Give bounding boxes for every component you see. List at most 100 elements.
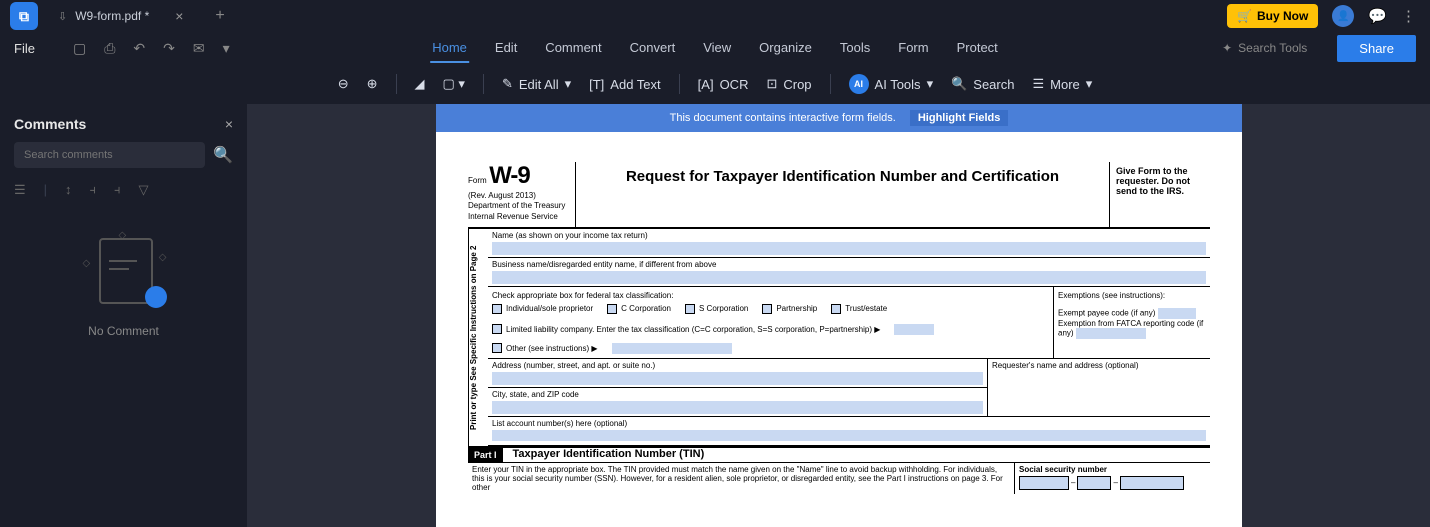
undo-icon[interactable]: ↶	[131, 40, 147, 57]
search-tools[interactable]: ✦ Search Tools	[1222, 41, 1307, 55]
listacct-field[interactable]	[492, 430, 1206, 441]
file-menu[interactable]: File	[14, 41, 35, 56]
menu-dots-icon[interactable]: ⋮	[1401, 7, 1416, 25]
search-icon[interactable]: 🔍	[213, 145, 233, 165]
ssn-box1[interactable]	[1019, 476, 1069, 490]
name-field[interactable]	[492, 242, 1206, 255]
highlighter-icon[interactable]: ◢	[415, 76, 425, 92]
tin-text: Enter your TIN in the appropriate box. T…	[468, 463, 1014, 494]
tin-title: Taxpayer Identification Number (TIN)	[503, 448, 705, 462]
filter-4-icon[interactable]: ⫞	[114, 182, 121, 198]
check-label: Check appropriate box for federal tax cl…	[492, 291, 1049, 300]
redo-icon[interactable]: ↷	[161, 40, 177, 57]
requester-label: Requester's name and address (optional)	[992, 361, 1139, 370]
zoom-in-icon[interactable]: ⊕	[367, 76, 378, 92]
empty-illustration: ◇ ◇ ◇	[79, 230, 169, 310]
crop-button[interactable]: ⊡ Crop	[766, 76, 811, 92]
add-tab-icon[interactable]: +	[215, 7, 224, 25]
highlight-fields-button[interactable]: Highlight Fields	[910, 110, 1009, 126]
pin-icon: ⇩	[58, 10, 67, 23]
edit-all-button[interactable]: ✎ Edit All ▾	[502, 76, 571, 92]
ssn-label: Social security number	[1019, 465, 1107, 474]
pdf-page: Form W-9 (Rev. August 2013) Department o…	[436, 132, 1242, 527]
listacct-label: List account number(s) here (optional)	[492, 419, 627, 428]
open-icon[interactable]: ▢	[71, 40, 88, 57]
cb-other[interactable]: Other (see instructions) ▶	[492, 343, 598, 353]
payee-field[interactable]	[1158, 308, 1196, 319]
form-label: Form	[468, 176, 487, 185]
zoom-out-icon[interactable]: ⊖	[338, 76, 349, 92]
search-button[interactable]: 🔍 Search	[951, 76, 1014, 92]
business-field[interactable]	[492, 271, 1206, 284]
city-label: City, state, and ZIP code	[492, 390, 579, 399]
name-label: Name (as shown on your income tax return…	[492, 231, 648, 240]
cb-partnership[interactable]: Partnership	[762, 304, 817, 314]
mail-icon[interactable]: ✉	[191, 40, 207, 57]
toolbar: ⊖ ⊕ ◢ ▢ ▾ ✎ Edit All ▾ [T] Add Text [A] …	[0, 64, 1430, 104]
print-icon[interactable]: ⎙	[102, 40, 117, 57]
tab-home[interactable]: Home	[430, 34, 469, 63]
titlebar: ⧉ ⇩ W9-form.pdf * × + 🛒 Buy Now 👤 💬 ⋮	[0, 0, 1430, 32]
sparkle-icon: ✦	[1222, 41, 1232, 55]
tab-protect[interactable]: Protect	[955, 34, 1000, 63]
form-dept2: Internal Revenue Service	[468, 212, 558, 221]
filter-3-icon[interactable]: ⫞	[90, 182, 97, 198]
tab-view[interactable]: View	[701, 34, 733, 63]
form-number: W-9	[489, 162, 530, 189]
tab-edit[interactable]: Edit	[493, 34, 519, 63]
tab-convert[interactable]: Convert	[628, 34, 678, 63]
llc-field[interactable]	[894, 324, 934, 335]
chat-icon[interactable]: 💬	[1368, 7, 1387, 25]
avatar[interactable]: 👤	[1332, 5, 1354, 27]
cart-icon: 🛒	[1237, 9, 1252, 23]
tab-comment[interactable]: Comment	[543, 34, 603, 63]
filter-2-icon[interactable]: ↕	[65, 182, 72, 198]
search-tools-label: Search Tools	[1238, 41, 1307, 55]
shape-icon[interactable]: ▢ ▾	[443, 76, 465, 92]
filter-1-icon[interactable]: ☰	[14, 182, 26, 198]
exemptions-label: Exemptions (see instructions):	[1058, 291, 1206, 300]
form-rev: (Rev. August 2013)	[468, 191, 536, 200]
form-title: Request for Taxpayer Identification Numb…	[586, 168, 1099, 187]
sidebar-title: Comments	[14, 116, 86, 132]
business-label: Business name/disregarded entity name, i…	[492, 260, 716, 269]
filter-5-icon[interactable]: ▽	[139, 182, 149, 198]
payee-label: Exempt payee code (if any)	[1058, 308, 1155, 317]
close-icon[interactable]: ×	[175, 8, 183, 24]
buy-label: Buy Now	[1257, 9, 1308, 23]
ai-tools-button[interactable]: AI AI Tools ▾	[849, 74, 934, 94]
empty-text: No Comment	[88, 324, 159, 338]
comments-sidebar: Comments × 🔍 ☰ | ↕ ⫞ ⫞ ▽ ◇ ◇ ◇ No	[0, 104, 248, 527]
cb-ccorp[interactable]: C Corporation	[607, 304, 671, 314]
document-tab[interactable]: ⇩ W9-form.pdf * ×	[44, 0, 197, 32]
ocr-button[interactable]: [A] OCR	[698, 77, 749, 92]
cb-individual[interactable]: Individual/sole proprietor	[492, 304, 593, 314]
tab-title: W9-form.pdf *	[75, 9, 149, 23]
tab-tools[interactable]: Tools	[838, 34, 872, 63]
share-button[interactable]: Share	[1337, 35, 1416, 62]
address-field[interactable]	[492, 372, 983, 385]
menu-tabs: Home Edit Comment Convert View Organize …	[430, 34, 1000, 63]
ssn-box3[interactable]	[1120, 476, 1184, 490]
ssn-box2[interactable]	[1077, 476, 1111, 490]
tab-organize[interactable]: Organize	[757, 34, 814, 63]
dropdown-icon[interactable]: ▾	[221, 40, 232, 57]
other-field[interactable]	[612, 343, 732, 354]
address-label: Address (number, street, and apt. or sui…	[492, 361, 655, 370]
sidebar-close-icon[interactable]: ×	[225, 116, 233, 132]
side-label: Print or type See Specific Instructions …	[468, 229, 488, 446]
document-viewer: This document contains interactive form …	[248, 104, 1430, 527]
cb-llc[interactable]: Limited liability company. Enter the tax…	[492, 324, 880, 334]
cb-scorp[interactable]: S Corporation	[685, 304, 748, 314]
fatca-field[interactable]	[1076, 328, 1146, 339]
app-logo[interactable]: ⧉	[10, 2, 38, 30]
form-give: Give Form to the requester. Do not send …	[1110, 162, 1210, 227]
more-button[interactable]: ☰ More ▾	[1032, 76, 1092, 92]
cb-trust[interactable]: Trust/estate	[831, 304, 887, 314]
part1-header: Part I	[468, 448, 503, 462]
buy-now-button[interactable]: 🛒 Buy Now	[1227, 4, 1318, 28]
search-comments-input[interactable]	[14, 142, 205, 168]
add-text-button[interactable]: [T] Add Text	[589, 77, 661, 92]
tab-form[interactable]: Form	[896, 34, 930, 63]
city-field[interactable]	[492, 401, 983, 414]
